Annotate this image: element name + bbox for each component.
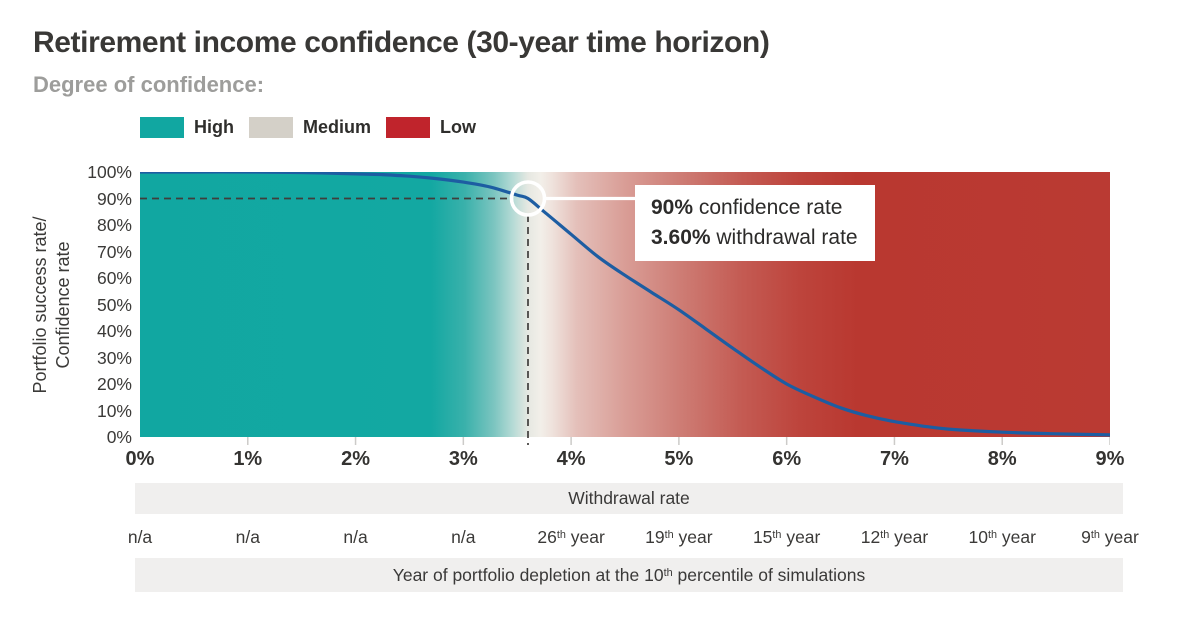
x-tick-label: 1% <box>233 448 263 470</box>
withdrawal-rate-bar: Withdrawal rate <box>135 483 1123 514</box>
legend-swatch-low <box>386 117 431 138</box>
x-axis-tick-marks <box>247 437 1110 445</box>
y-tick-label: 30% <box>96 347 132 368</box>
depletion-year-label: n/a <box>127 527 153 547</box>
depletion-year-label: n/a <box>451 527 476 547</box>
confidence-gradient-background <box>140 172 1110 437</box>
y-tick-label: 70% <box>96 241 132 262</box>
y-tick-label: 60% <box>96 268 132 288</box>
x-tick-label: 3% <box>448 448 478 470</box>
y-tick-label: 80% <box>96 215 132 235</box>
legend-label-low: Low <box>440 117 477 137</box>
depletion-year-label: 26th year <box>537 527 605 547</box>
x-tick-label: 5% <box>664 448 694 470</box>
callout-line1: 90% confidence rate <box>651 196 843 219</box>
x-tick-label: 0% <box>125 448 155 470</box>
y-tick-label: 20% <box>96 374 132 394</box>
legend-swatch-medium <box>249 117 293 138</box>
callout-line2: 3.60% withdrawal rate <box>651 226 858 249</box>
x-tick-label: 2% <box>341 448 370 470</box>
y-tick-label: 40% <box>96 321 132 341</box>
y-tick-label: 90% <box>96 188 132 209</box>
depletion-year-label: 12th year <box>860 527 929 547</box>
confidence-curve <box>140 172 1110 437</box>
depletion-year-label: 19th year <box>645 527 713 547</box>
depletion-bar-label: Year of portfolio depletion at the 10th … <box>392 565 866 585</box>
y-tick-label: 100% <box>87 162 132 182</box>
page-title: Retirement income confidence (30-year ti… <box>33 26 770 59</box>
x-tick-label: 7% <box>879 448 909 470</box>
x-tick-label: 9% <box>1095 448 1125 470</box>
legend-label-medium: Medium <box>303 117 372 137</box>
chart-plot <box>140 172 1110 445</box>
confidence-legend: High Medium Low <box>140 117 491 138</box>
legend-label-high: High <box>194 117 234 137</box>
legend-swatch-high <box>140 117 184 138</box>
highlight-circle-marker <box>509 180 547 217</box>
x-tick-label: 6% <box>772 448 802 470</box>
y-tick-label: 0% <box>106 427 132 447</box>
legend-heading: Degree of confidence: <box>33 72 265 97</box>
x-tick-label: 8% <box>987 448 1017 470</box>
depletion-year-label: 9th year <box>1081 527 1139 547</box>
withdrawal-rate-bar-label: Withdrawal rate <box>568 488 690 508</box>
y-tick-label: 50% <box>96 294 132 315</box>
annotation-callout: 90% confidence rate 3.60% withdrawal rat… <box>635 185 875 261</box>
depletion-year-label: n/a <box>235 527 260 547</box>
depletion-bar: Year of portfolio depletion at the 10th … <box>135 558 1123 592</box>
x-tick-label: 4% <box>556 448 586 470</box>
depletion-year-label: 15th year <box>752 527 821 547</box>
depletion-year-label: 10th year <box>968 527 1036 547</box>
depletion-year-label: n/a <box>343 527 368 547</box>
y-tick-label: 10% <box>96 400 132 421</box>
